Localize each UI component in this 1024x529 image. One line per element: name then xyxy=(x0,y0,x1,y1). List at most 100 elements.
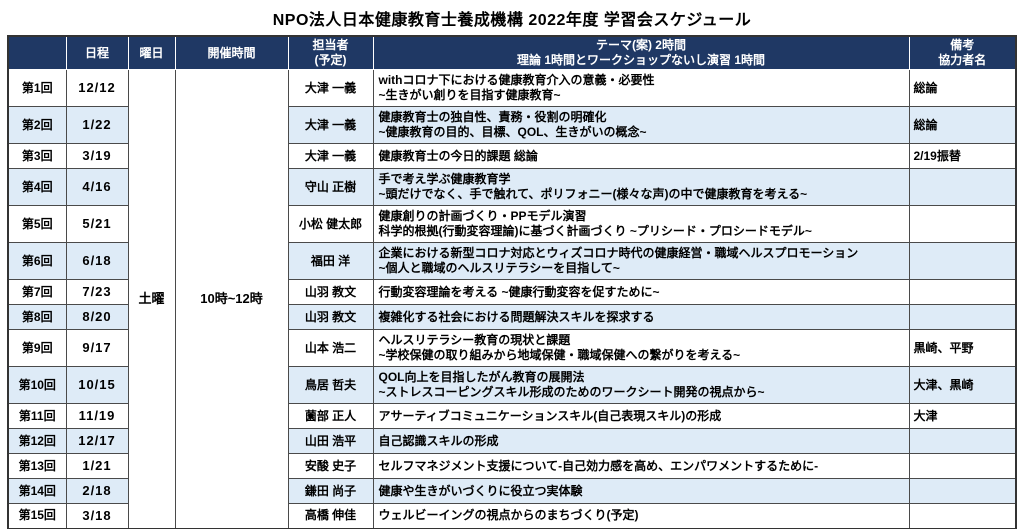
session-cell: 第15回 xyxy=(7,503,67,529)
theme-line1: 健康や生きがいづくりに役立つ実体験 xyxy=(378,483,583,498)
lecturer-cell: 大津 一義 xyxy=(287,69,374,107)
notes-cell: 総論 xyxy=(908,69,1017,107)
header-theme-line2: 理論 1時間とワークショップないし演習 1時間 xyxy=(516,53,766,67)
lecturer-cell: 大津 一義 xyxy=(287,106,374,144)
table-row: 第7回 7/23 山羽 教文 行動変容理論を考える ~健康行動変容を促すために~ xyxy=(7,279,1017,305)
theme-line1: 手で考え学ぶ健康教育学 xyxy=(378,172,511,186)
theme-cell: ヘルスリテラシー教育の現状と課題 ~学校保健の取り組みから地域保健・職域保健への繋… xyxy=(372,329,910,367)
session-cell: 第11回 xyxy=(7,403,67,429)
header-date: 日程 xyxy=(65,35,129,70)
session-cell: 第4回 xyxy=(7,168,67,206)
lecturer-cell: 山田 浩平 xyxy=(287,428,374,454)
lecturer-cell: 福田 洋 xyxy=(287,242,374,280)
header-lecturer: 担当者 (予定) xyxy=(287,35,374,70)
notes-cell xyxy=(908,304,1017,330)
table-row: 第14回 2/18 鎌田 尚子 健康や生きがいづくりに役立つ実体験 xyxy=(7,478,1017,504)
header-lecturer-line1: 担当者 xyxy=(312,38,349,52)
table-row: 第6回 6/18 福田 洋 企業における新型コロナ対応とウィズコロナ時代の健康経… xyxy=(7,242,1017,280)
session-cell: 第5回 xyxy=(7,205,67,243)
session-cell: 第14回 xyxy=(7,478,67,504)
session-cell: 第1回 xyxy=(7,69,67,107)
theme-line1: ヘルスリテラシー教育の現状と課題 xyxy=(378,333,571,347)
date-cell: 7/23 xyxy=(65,279,129,305)
theme-line2: ~頭だけでなく、手で触れて、ポリフォニー(様々な声)の中で健康教育を考える~ xyxy=(378,187,808,201)
date-cell: 12/17 xyxy=(65,428,129,454)
table-row: 第8回 8/20 山羽 教文 複雑化する社会における問題解決スキルを探求する xyxy=(7,304,1017,330)
header-notes-line1: 備考 xyxy=(950,38,975,52)
theme-line2: ~健康教育の目的、目標、QOL、生きがいの概念~ xyxy=(378,125,647,139)
theme-cell: 健康教育士の独自性、責務・役割の明確化 ~健康教育の目的、目標、QOL、生きがいの… xyxy=(372,106,910,144)
header-row: 日程 曜日 開催時間 担当者 (予定) テーマ(案) 2時間 理論 1時間とワークシ… xyxy=(7,35,1017,70)
theme-line2: 科学的根拠(行動変容理論)に基づく計画づくり ~プリシード・プロシードモデル~ xyxy=(378,224,812,238)
date-cell: 1/22 xyxy=(65,106,129,144)
header-weekday: 曜日 xyxy=(127,35,176,70)
theme-cell: アサーティブコミュニケーションスキル(自己表現スキル)の形成 xyxy=(372,403,910,429)
date-cell: 2/18 xyxy=(65,478,129,504)
session-cell: 第13回 xyxy=(7,453,67,479)
theme-line1: アサーティブコミュニケーションスキル(自己表現スキル)の形成 xyxy=(378,408,722,423)
page-title: NPO法人日本健康教育士養成機構 2022年度 学習会スケジュール xyxy=(272,12,752,29)
lecturer-cell: 小松 健太郎 xyxy=(287,205,374,243)
session-cell: 第10回 xyxy=(7,366,67,404)
header-theme-line1: テーマ(案) 2時間 xyxy=(595,38,686,52)
theme-cell: ウェルビーイングの視点からのまちづくり(予定) xyxy=(372,503,910,529)
notes-cell xyxy=(908,205,1017,243)
header-notes-line2: 協力者名 xyxy=(938,53,987,67)
lecturer-cell: 薗部 正人 xyxy=(287,403,374,429)
table-row: 第1回 12/12 土曜 10時~12時 大津 一義 withコロナ下における健… xyxy=(7,69,1017,529)
table-row: 第13回 1/21 安酸 史子 セルフマネジメント支援について-自己効力感を高め… xyxy=(7,453,1017,479)
date-cell: 3/18 xyxy=(65,503,129,529)
theme-cell: 自己認識スキルの形成 xyxy=(372,428,910,454)
notes-cell xyxy=(908,453,1017,479)
date-cell: 3/19 xyxy=(65,143,129,169)
table-row: 第12回 12/17 山田 浩平 自己認識スキルの形成 xyxy=(7,428,1017,454)
table-header: 日程 曜日 開催時間 担当者 (予定) テーマ(案) 2時間 理論 1時間とワークシ… xyxy=(7,35,1017,70)
lecturer-cell: 守山 正樹 xyxy=(287,168,374,206)
time-merged-cell: 10時~12時 xyxy=(174,69,289,529)
theme-cell: 手で考え学ぶ健康教育学 ~頭だけでなく、手で触れて、ポリフォニー(様々な声)の中で… xyxy=(372,168,910,206)
theme-line2: ~学校保健の取り組みから地域保健・職域保健への繋がりを考える~ xyxy=(378,348,741,362)
lecturer-cell: 大津 一義 xyxy=(287,143,374,169)
date-cell: 11/19 xyxy=(65,403,129,429)
theme-line1: QOL向上を目指したがん教育の展開法 xyxy=(378,370,585,384)
lecturer-cell: 安酸 史子 xyxy=(287,453,374,479)
theme-cell: セルフマネジメント支援について-自己効力感を高め、エンパワメントするために- xyxy=(372,453,910,479)
session-cell: 第7回 xyxy=(7,279,67,305)
theme-line1: 自己認識スキルの形成 xyxy=(378,433,499,448)
date-cell: 5/21 xyxy=(65,205,129,243)
theme-line2: ~生きがい創りを目指す健康教育~ xyxy=(378,88,561,102)
lecturer-cell: 鎌田 尚子 xyxy=(287,478,374,504)
schedule-table: 日程 曜日 開催時間 担当者 (予定) テーマ(案) 2時間 理論 1時間とワークシ… xyxy=(7,35,1017,529)
theme-cell: 行動変容理論を考える ~健康行動変容を促すために~ xyxy=(372,279,910,305)
theme-line1: 健康創りの計画づくり・PPモデル演習 xyxy=(378,209,587,223)
notes-cell xyxy=(908,428,1017,454)
date-cell: 9/17 xyxy=(65,329,129,367)
theme-line2: ~個人と職域のヘルスリテラシーを目指して~ xyxy=(378,261,620,275)
weekday-merged-cell: 土曜 xyxy=(127,69,176,529)
table-row: 第10回 10/15 鳥居 哲夫 QOL向上を目指したがん教育の展開法 ~ストレス… xyxy=(7,366,1017,404)
theme-line1: 健康教育士の今日的課題 総論 xyxy=(378,148,538,163)
table-row: 第3回 3/19 大津 一義 健康教育士の今日的課題 総論 2/19振替 xyxy=(7,143,1017,169)
date-cell: 1/21 xyxy=(65,453,129,479)
date-cell: 6/18 xyxy=(65,242,129,280)
session-cell: 第8回 xyxy=(7,304,67,330)
lecturer-cell: 鳥居 哲夫 xyxy=(287,366,374,404)
theme-cell: 健康創りの計画づくり・PPモデル演習 科学的根拠(行動変容理論)に基づく計画づくり… xyxy=(372,205,910,243)
header-lecturer-line2: (予定) xyxy=(314,53,347,67)
theme-line1: 複雑化する社会における問題解決スキルを探求する xyxy=(378,309,655,324)
date-cell: 4/16 xyxy=(65,168,129,206)
lecturer-cell: 高橋 伸佳 xyxy=(287,503,374,529)
table-row: 第11回 11/19 薗部 正人 アサーティブコミュニケーションスキル(自己表現… xyxy=(7,403,1017,429)
table-row: 第15回 3/18 高橋 伸佳 ウェルビーイングの視点からのまちづくり(予定) xyxy=(7,503,1017,529)
notes-cell: 大津 xyxy=(908,403,1017,429)
table-row: 第5回 5/21 小松 健太郎 健康創りの計画づくり・PPモデル演習 科学的根拠(… xyxy=(7,205,1017,243)
date-cell: 12/12 xyxy=(65,69,129,107)
session-cell: 第12回 xyxy=(7,428,67,454)
theme-line1: 健康教育士の独自性、責務・役割の明確化 xyxy=(378,110,607,124)
theme-line1: 企業における新型コロナ対応とウィズコロナ時代の健康経営・職域ヘルスプロモーション xyxy=(378,246,859,260)
header-notes: 備考 協力者名 xyxy=(908,35,1017,70)
header-theme: テーマ(案) 2時間 理論 1時間とワークショップないし演習 1時間 xyxy=(372,35,910,70)
theme-cell: 健康教育士の今日的課題 総論 xyxy=(372,143,910,169)
notes-cell xyxy=(908,503,1017,529)
theme-line1: 行動変容理論を考える ~健康行動変容を促すために~ xyxy=(378,284,660,299)
